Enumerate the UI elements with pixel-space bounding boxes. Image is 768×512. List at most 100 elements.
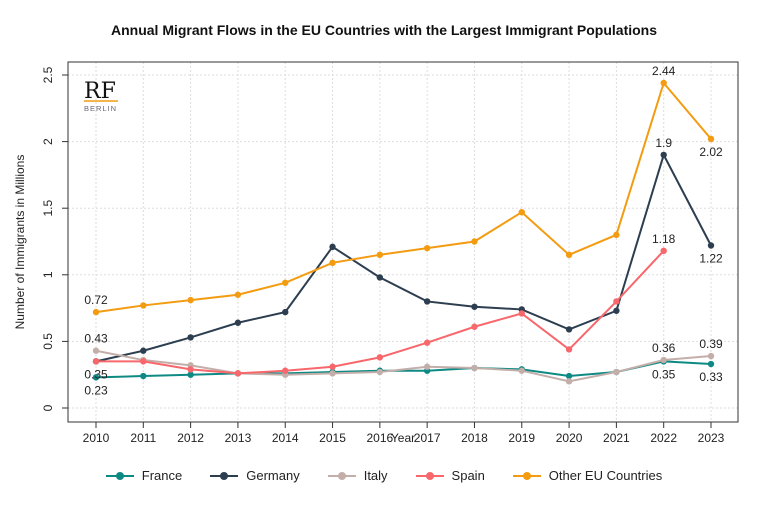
data-point [565, 326, 573, 333]
x-tick-label: 2010 [83, 431, 110, 445]
logo: RF BERLIN [84, 79, 118, 113]
data-point [234, 291, 242, 298]
data-point [565, 251, 573, 259]
data-point [282, 308, 289, 316]
x-tick-label: 2014 [272, 431, 299, 445]
x-tick-label: 2023 [698, 431, 725, 445]
data-point [471, 323, 478, 330]
legend-label: Spain [451, 468, 485, 483]
data-point [518, 310, 525, 317]
legend-item: France [105, 468, 183, 483]
y-tick-label: 2 [41, 138, 55, 145]
series-line-other-eu-countries [95, 80, 712, 314]
data-point [660, 247, 667, 255]
data-point [92, 308, 100, 316]
x-tick-label: 2020 [556, 431, 583, 445]
x-tick-label: 2011 [130, 431, 156, 445]
data-point [565, 378, 573, 385]
data-point [471, 364, 478, 372]
x-tick-label: 2013 [225, 431, 252, 445]
chart-title: Annual Migrant Flows in the EU Countries… [110, 22, 658, 38]
data-point [471, 238, 478, 245]
x-tick-label: 2012 [177, 431, 204, 445]
x-tick-label: 2021 [603, 431, 630, 445]
y-tick-label: 2.5 [41, 66, 55, 83]
data-point [707, 242, 715, 249]
data-point [92, 358, 100, 365]
data-label: 0.23 [84, 383, 108, 397]
data-point [140, 302, 147, 309]
x-axis-label: Year [391, 431, 415, 445]
data-label: 1.9 [655, 136, 672, 150]
legend-swatch [512, 471, 541, 480]
legend-swatch [210, 471, 239, 480]
data-label: 1.22 [699, 251, 723, 265]
x-tick-label: 2022 [650, 431, 677, 445]
data-label: 0.35 [652, 367, 676, 381]
data-point [423, 298, 431, 305]
y-tick-label: 1 [41, 271, 55, 278]
data-point [92, 347, 100, 354]
data-point [234, 370, 242, 377]
data-point [187, 334, 194, 341]
y-tick-label: 0 [41, 404, 55, 411]
data-point [282, 279, 289, 286]
data-label: 0.39 [699, 337, 723, 351]
data-point [707, 352, 715, 360]
data-point [376, 251, 384, 259]
data-point [660, 356, 667, 364]
logo-main: RF [84, 79, 116, 104]
data-point [140, 347, 147, 354]
legend-label: France [141, 468, 183, 483]
data-point [707, 360, 715, 368]
x-tick-label: 2019 [508, 431, 535, 445]
data-point [423, 339, 431, 346]
data-point [613, 231, 620, 239]
data-label: 0.72 [84, 293, 108, 307]
logo-sub: BERLIN [84, 104, 117, 113]
data-point [140, 372, 147, 380]
data-point [613, 298, 620, 305]
legend-item: Other EU Countries [512, 468, 663, 483]
legend-item: Spain [415, 468, 485, 483]
data-point [187, 296, 194, 304]
data-point [613, 307, 620, 314]
data-point [187, 366, 194, 373]
legend-swatch [105, 471, 134, 480]
data-label: 0.33 [699, 370, 723, 384]
data-point [234, 319, 242, 326]
data-label: 0.36 [652, 341, 676, 355]
data-point [329, 370, 336, 377]
y-tick-label: 1.5 [41, 200, 55, 217]
data-label: 0.35 [84, 367, 108, 381]
data-label: 2.02 [699, 145, 723, 159]
data-point [92, 374, 100, 381]
data-point [187, 371, 194, 378]
data-point [376, 354, 384, 361]
legend-item: Germany [210, 468, 300, 483]
data-point [329, 243, 336, 251]
data-point [613, 368, 620, 376]
data-point [140, 358, 147, 365]
data-point [707, 135, 715, 143]
series-line-italy [95, 349, 712, 383]
legend-label: Other EU Countries [548, 468, 663, 483]
y-axis-label: Number of Immigrants in Millions [13, 155, 27, 330]
y-tick-label: 0.5 [41, 333, 55, 350]
data-point [423, 244, 431, 252]
x-tick-label: 2018 [461, 431, 488, 445]
x-tick-label: 2017 [414, 431, 441, 445]
data-point [329, 363, 336, 370]
data-point [329, 259, 336, 267]
legend: France Germany Italy Spain Other EU Countrie… [0, 468, 768, 483]
data-point [565, 346, 573, 353]
x-tick-label: 2016 [366, 431, 393, 445]
data-point [660, 151, 667, 159]
data-point [376, 274, 384, 281]
plot-frame [67, 61, 739, 423]
series-line-germany [95, 152, 712, 363]
data-point [660, 79, 667, 87]
data-point [423, 363, 431, 370]
legend-swatch [415, 471, 444, 480]
